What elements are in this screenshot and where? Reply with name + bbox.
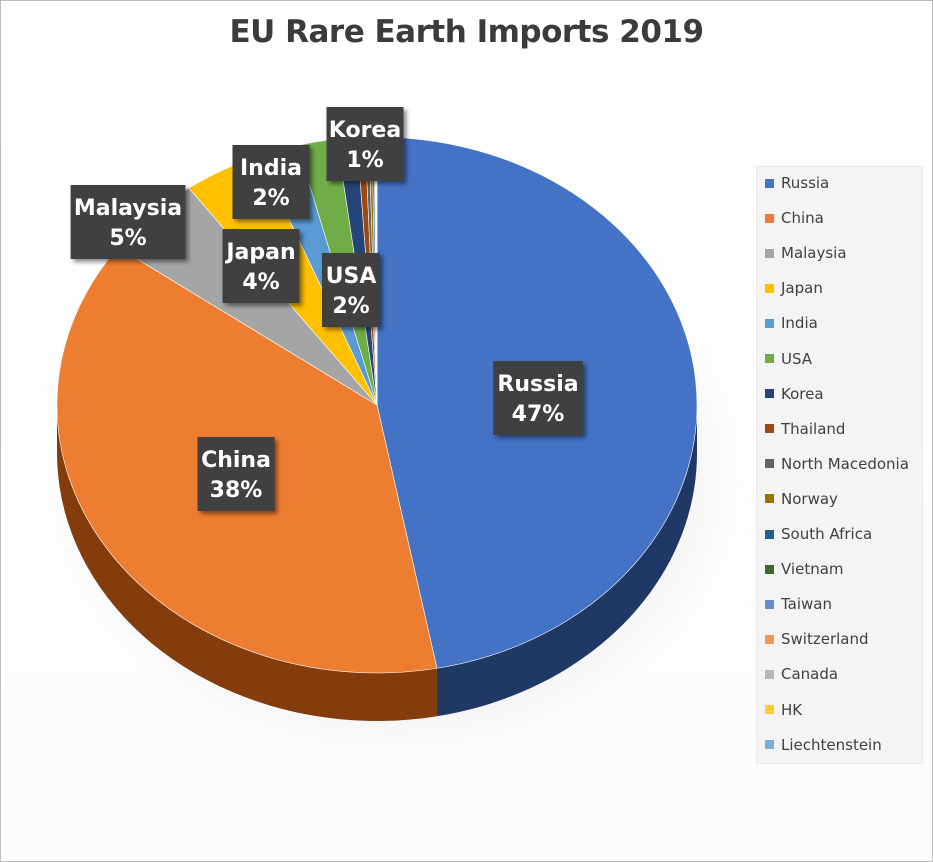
legend: Russia China Malaysia Japan India USA Korea Tha…: [756, 166, 923, 764]
legend-item-thailand: Thailand: [765, 419, 845, 439]
legend-item-canada: Canada: [765, 664, 838, 684]
data-label-korea: Korea 1%: [326, 107, 404, 181]
legend-item-taiwan: Taiwan: [765, 594, 832, 614]
legend-label: Russia: [781, 174, 830, 192]
legend-swatch: [765, 634, 774, 644]
legend-swatch: [765, 354, 774, 363]
legend-label: HK: [781, 700, 803, 719]
legend-item-hk: HK: [765, 700, 802, 720]
legend-swatch: [765, 740, 774, 750]
legend-label: China: [781, 209, 824, 228]
legend-label: Switzerland: [781, 630, 869, 649]
legend-label: Vietnam: [781, 560, 844, 579]
legend-item-china: China: [765, 208, 824, 228]
legend-item-korea: Korea: [765, 384, 824, 404]
legend-item-usa: USA: [765, 349, 812, 369]
chart-title: EU Rare Earth Imports 2019: [229, 14, 704, 50]
legend-item-north-macedonia: North Macedonia: [765, 454, 909, 474]
data-label-china: China 38%: [197, 437, 275, 511]
legend-swatch: [765, 599, 774, 609]
legend-swatch: [765, 178, 774, 188]
legend-label: USA: [781, 349, 813, 368]
data-label-text: USA: [326, 264, 377, 289]
legend-label: Taiwan: [781, 595, 833, 614]
legend-swatch: [765, 248, 774, 258]
data-label-india: India 2%: [232, 145, 310, 219]
data-label-malaysia: Malaysia 5%: [70, 185, 186, 259]
legend-item-malaysia: Malaysia: [765, 243, 847, 263]
legend-swatch: [765, 424, 774, 434]
legend-swatch: [765, 213, 774, 223]
data-label-text: China: [201, 448, 271, 473]
legend-item-south-africa: South Africa: [765, 524, 872, 544]
legend-swatch: [765, 529, 774, 539]
legend-label: North Macedonia: [781, 454, 909, 473]
data-label-text: 1%: [346, 148, 383, 173]
data-label-text: 47%: [512, 402, 565, 427]
legend-label: Malaysia: [781, 244, 847, 263]
legend-swatch: [765, 283, 774, 293]
legend-item-japan: Japan: [765, 278, 823, 298]
data-label-text: 2%: [332, 294, 369, 319]
data-label-text: Russia: [497, 372, 578, 397]
legend-item-norway: Norway: [765, 489, 838, 509]
legend-label: Japan: [781, 279, 823, 298]
legend-item-liechtenstein: Liechtenstein: [765, 735, 882, 755]
data-label-usa: USA 2%: [322, 253, 380, 327]
data-label-text: Malaysia: [74, 196, 182, 221]
legend-label: Canada: [781, 665, 839, 684]
data-label-text: 2%: [252, 186, 289, 211]
legend-item-russia: Russia: [765, 173, 829, 193]
data-label-text: 4%: [242, 270, 279, 295]
legend-label: Thailand: [781, 419, 846, 438]
legend-label: India: [781, 314, 818, 333]
legend-item-vietnam: Vietnam: [765, 559, 844, 579]
legend-swatch: [765, 669, 774, 679]
data-label-text: Japan: [224, 240, 295, 265]
data-label-text: India: [240, 156, 302, 181]
data-label-russia: Russia 47%: [493, 361, 583, 435]
pie-slice-side-china: [57, 405, 437, 721]
legend-label: Korea: [781, 384, 824, 403]
legend-item-india: India: [765, 313, 818, 333]
data-label-text: 5%: [109, 226, 146, 251]
legend-swatch: [765, 389, 774, 399]
legend-swatch: [765, 494, 774, 504]
data-label-japan: Japan 4%: [222, 229, 300, 303]
legend-label: Norway: [781, 489, 838, 508]
data-label-text: 38%: [210, 478, 263, 503]
pie-slice-side-russia: [436, 405, 697, 717]
legend-label: South Africa: [781, 525, 873, 543]
legend-swatch: [765, 705, 774, 714]
legend-item-switzerland: Switzerland: [765, 629, 869, 649]
legend-swatch: [765, 564, 774, 574]
legend-swatch: [765, 318, 774, 328]
data-label-text: Korea: [329, 118, 401, 143]
legend-swatch: [765, 459, 774, 469]
legend-label: Liechtenstein: [781, 735, 882, 754]
